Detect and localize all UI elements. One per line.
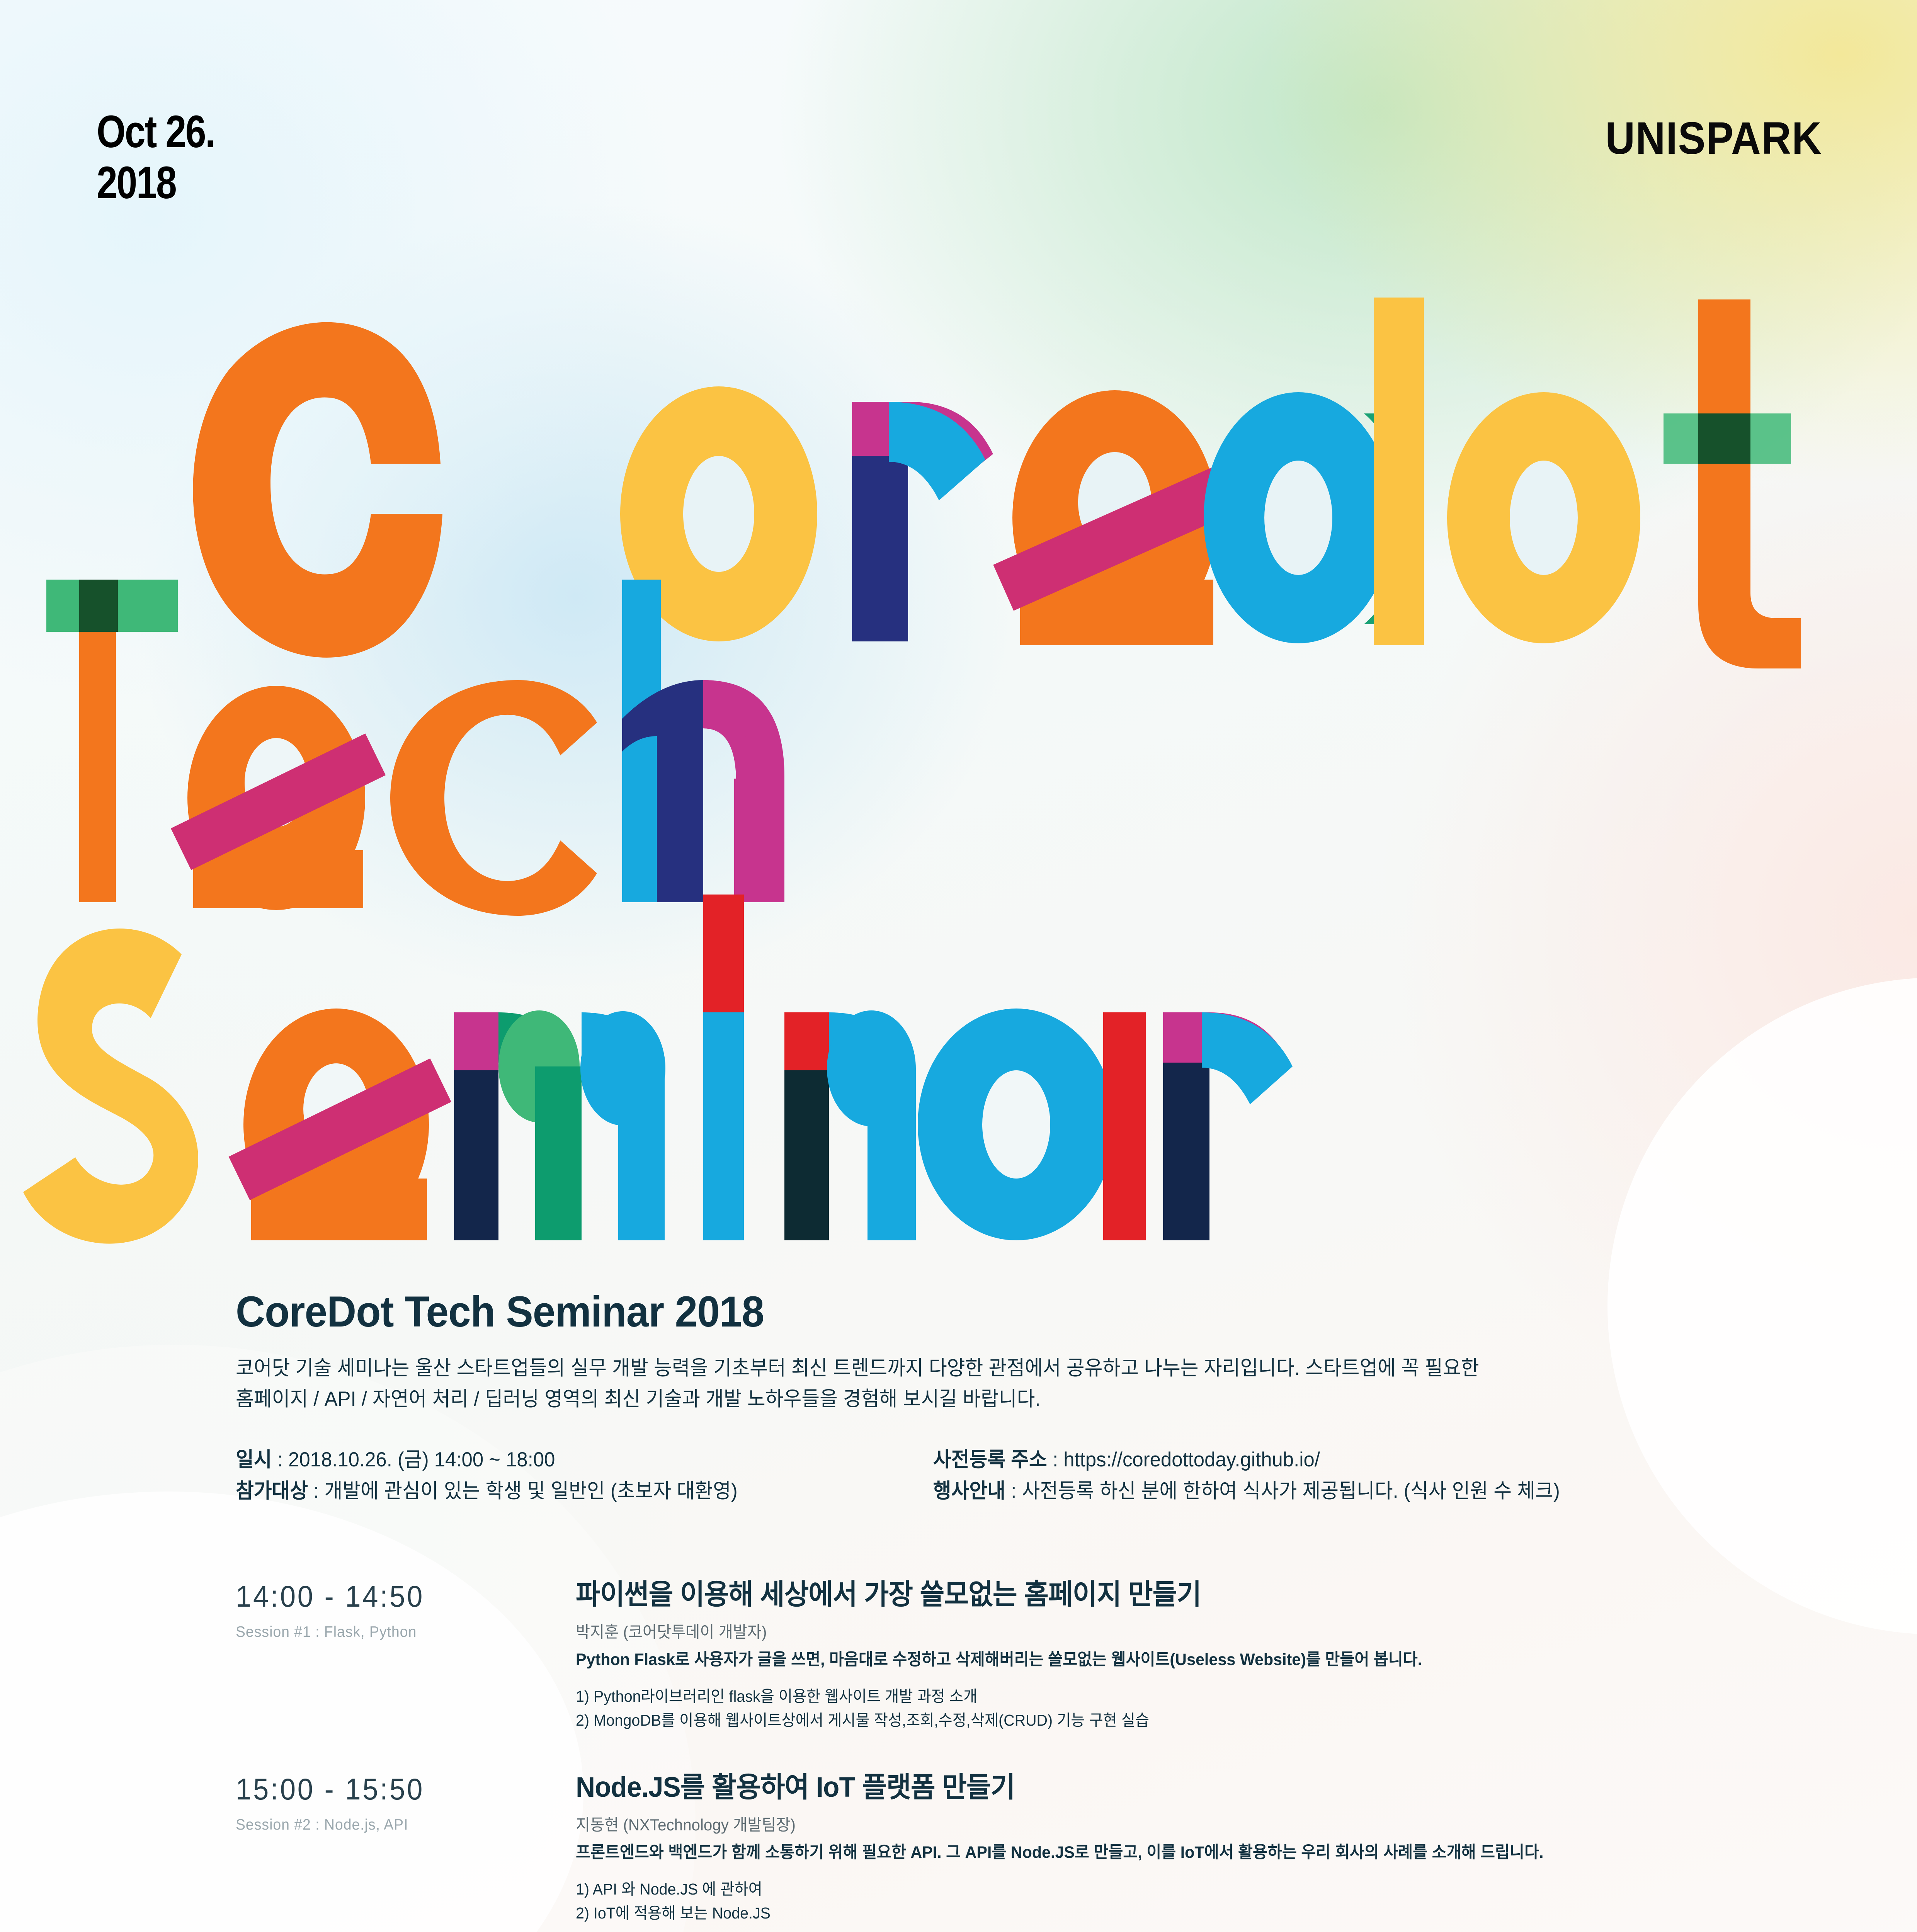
wordmark-tech [46, 580, 784, 916]
event-audience-value: 개발에 관심이 있는 학생 및 일반인 (초보자 대환영) [324, 1479, 738, 1502]
event-audience-label: 참가대상 [236, 1479, 308, 1502]
event-info-right: 사전등록 주소 : https://coredottoday.github.io… [933, 1444, 1627, 1507]
register-url-link[interactable]: https://coredottoday.github.io/ [1063, 1448, 1320, 1471]
schedule-row: 14:00 - 14:50 Session #1 : Flask, Python… [236, 1578, 1685, 1732]
event-date: Oct 26. 2018 [97, 106, 216, 209]
event-date-line1: Oct 26. [97, 106, 216, 157]
lead-line-1: 코어닷 기술 세미나는 울산 스타트업들의 실무 개발 능력을 기초부터 최신 … [236, 1357, 1479, 1379]
schedule-time-col: 14:00 - 14:50 Session #1 : Flask, Python [236, 1578, 576, 1732]
session-bullet: 2) IoT에 적용해 보는 Node.JS [576, 1904, 771, 1922]
session-label: Session #2 : Node.js, API [236, 1816, 408, 1833]
session-description: 프론트엔드와 백엔드가 함께 소통하기 위해 필요한 API. 그 API를 N… [576, 1843, 1544, 1862]
session-bullet: 2) MongoDB를 이용해 웹사이트상에서 게시물 작성,조회,수정,삭제(… [576, 1711, 1150, 1729]
event-date-line2: 2018 [97, 157, 177, 209]
session-time: 14:00 - 14:50 [236, 1579, 424, 1614]
event-info-left: 일시 : 2018.10.26. (금) 14:00 ~ 18:00 참가대상 … [236, 1444, 933, 1507]
session-bullet: 1) API 와 Node.JS 에 관하여 [576, 1880, 762, 1898]
unispark-logo-text: UNISPARK [1605, 113, 1822, 164]
session-bullets: 1) API 와 Node.JS 에 관하여 2) IoT에 적용해 보는 No… [576, 1878, 1685, 1925]
schedule-list: 14:00 - 14:50 Session #1 : Flask, Python… [236, 1578, 1685, 1932]
register-label: 사전등록 주소 [933, 1448, 1047, 1471]
event-date-value: 2018.10.26. (금) 14:00 ~ 18:00 [288, 1448, 555, 1471]
poster-body: CoreDot Tech Seminar 2018 코어닷 기술 세미나는 울산… [0, 1287, 1917, 1932]
wordmark-coredot [193, 298, 1801, 668]
session-bullets: 1) Python라이브러리인 flask을 이용한 웹사이트 개발 과정 소개… [576, 1685, 1685, 1732]
schedule-detail-col: Node.JS를 활용하여 IoT 플랫폼 만들기 지동현 (NXTechnol… [576, 1771, 1685, 1925]
lead-paragraph: 코어닷 기술 세미나는 울산 스타트업들의 실무 개발 능력을 기초부터 최신 … [236, 1353, 1627, 1414]
session-speaker: 지동현 (NXTechnology 개발팀장) [576, 1816, 796, 1834]
event-notice-label: 행사안내 [933, 1479, 1006, 1502]
register-url-row: 사전등록 주소 : https://coredottoday.github.io… [933, 1448, 1320, 1471]
session-time: 15:00 - 15:50 [236, 1772, 424, 1806]
event-info: 일시 : 2018.10.26. (금) 14:00 ~ 18:00 참가대상 … [236, 1444, 1627, 1507]
session-label: Session #1 : Flask, Python [236, 1624, 417, 1641]
session-speaker: 박지훈 (코어닷투데이 개발자) [576, 1623, 767, 1641]
session-title: 파이썬을 이용해 세상에서 가장 쓸모없는 홈페이지 만들기 [576, 1579, 1201, 1611]
event-audience-row: 참가대상 : 개발에 관심이 있는 학생 및 일반인 (초보자 대환영) [236, 1479, 738, 1502]
schedule-detail-col: 파이썬을 이용해 세상에서 가장 쓸모없는 홈페이지 만들기 박지훈 (코어닷투… [576, 1578, 1685, 1732]
coredot-tech-seminar-wordmark: .o{fill:#F3761D}.y{fill:#FBC343}.nv{fill… [23, 298, 1801, 1244]
event-notice-value: 사전등록 하신 분에 한하여 식사가 제공됩니다. (식사 인원 수 체크) [1022, 1479, 1560, 1502]
session-description: Python Flask로 사용자가 글을 쓰면, 마음대로 수정하고 삭제해버… [576, 1650, 1422, 1669]
schedule-row: 15:00 - 15:50 Session #2 : Node.js, API … [236, 1771, 1685, 1925]
event-date-label: 일시 [236, 1448, 272, 1471]
event-date-row: 일시 : 2018.10.26. (금) 14:00 ~ 18:00 [236, 1448, 555, 1471]
session-bullet: 1) Python라이브러리인 flask을 이용한 웹사이트 개발 과정 소개 [576, 1687, 978, 1706]
lead-line-2: 홈페이지 / API / 자연어 처리 / 딥러닝 영역의 최신 기술과 개발 … [236, 1387, 1041, 1410]
event-notice-row: 행사안내 : 사전등록 하신 분에 한하여 식사가 제공됩니다. (식사 인원 … [933, 1479, 1560, 1502]
schedule-time-col: 15:00 - 15:50 Session #2 : Node.js, API [236, 1771, 576, 1925]
wordmark-seminar [23, 895, 1293, 1244]
session-title: Node.JS를 활용하여 IoT 플랫폼 만들기 [576, 1772, 1015, 1803]
page-title: CoreDot Tech Seminar 2018 [236, 1287, 764, 1336]
